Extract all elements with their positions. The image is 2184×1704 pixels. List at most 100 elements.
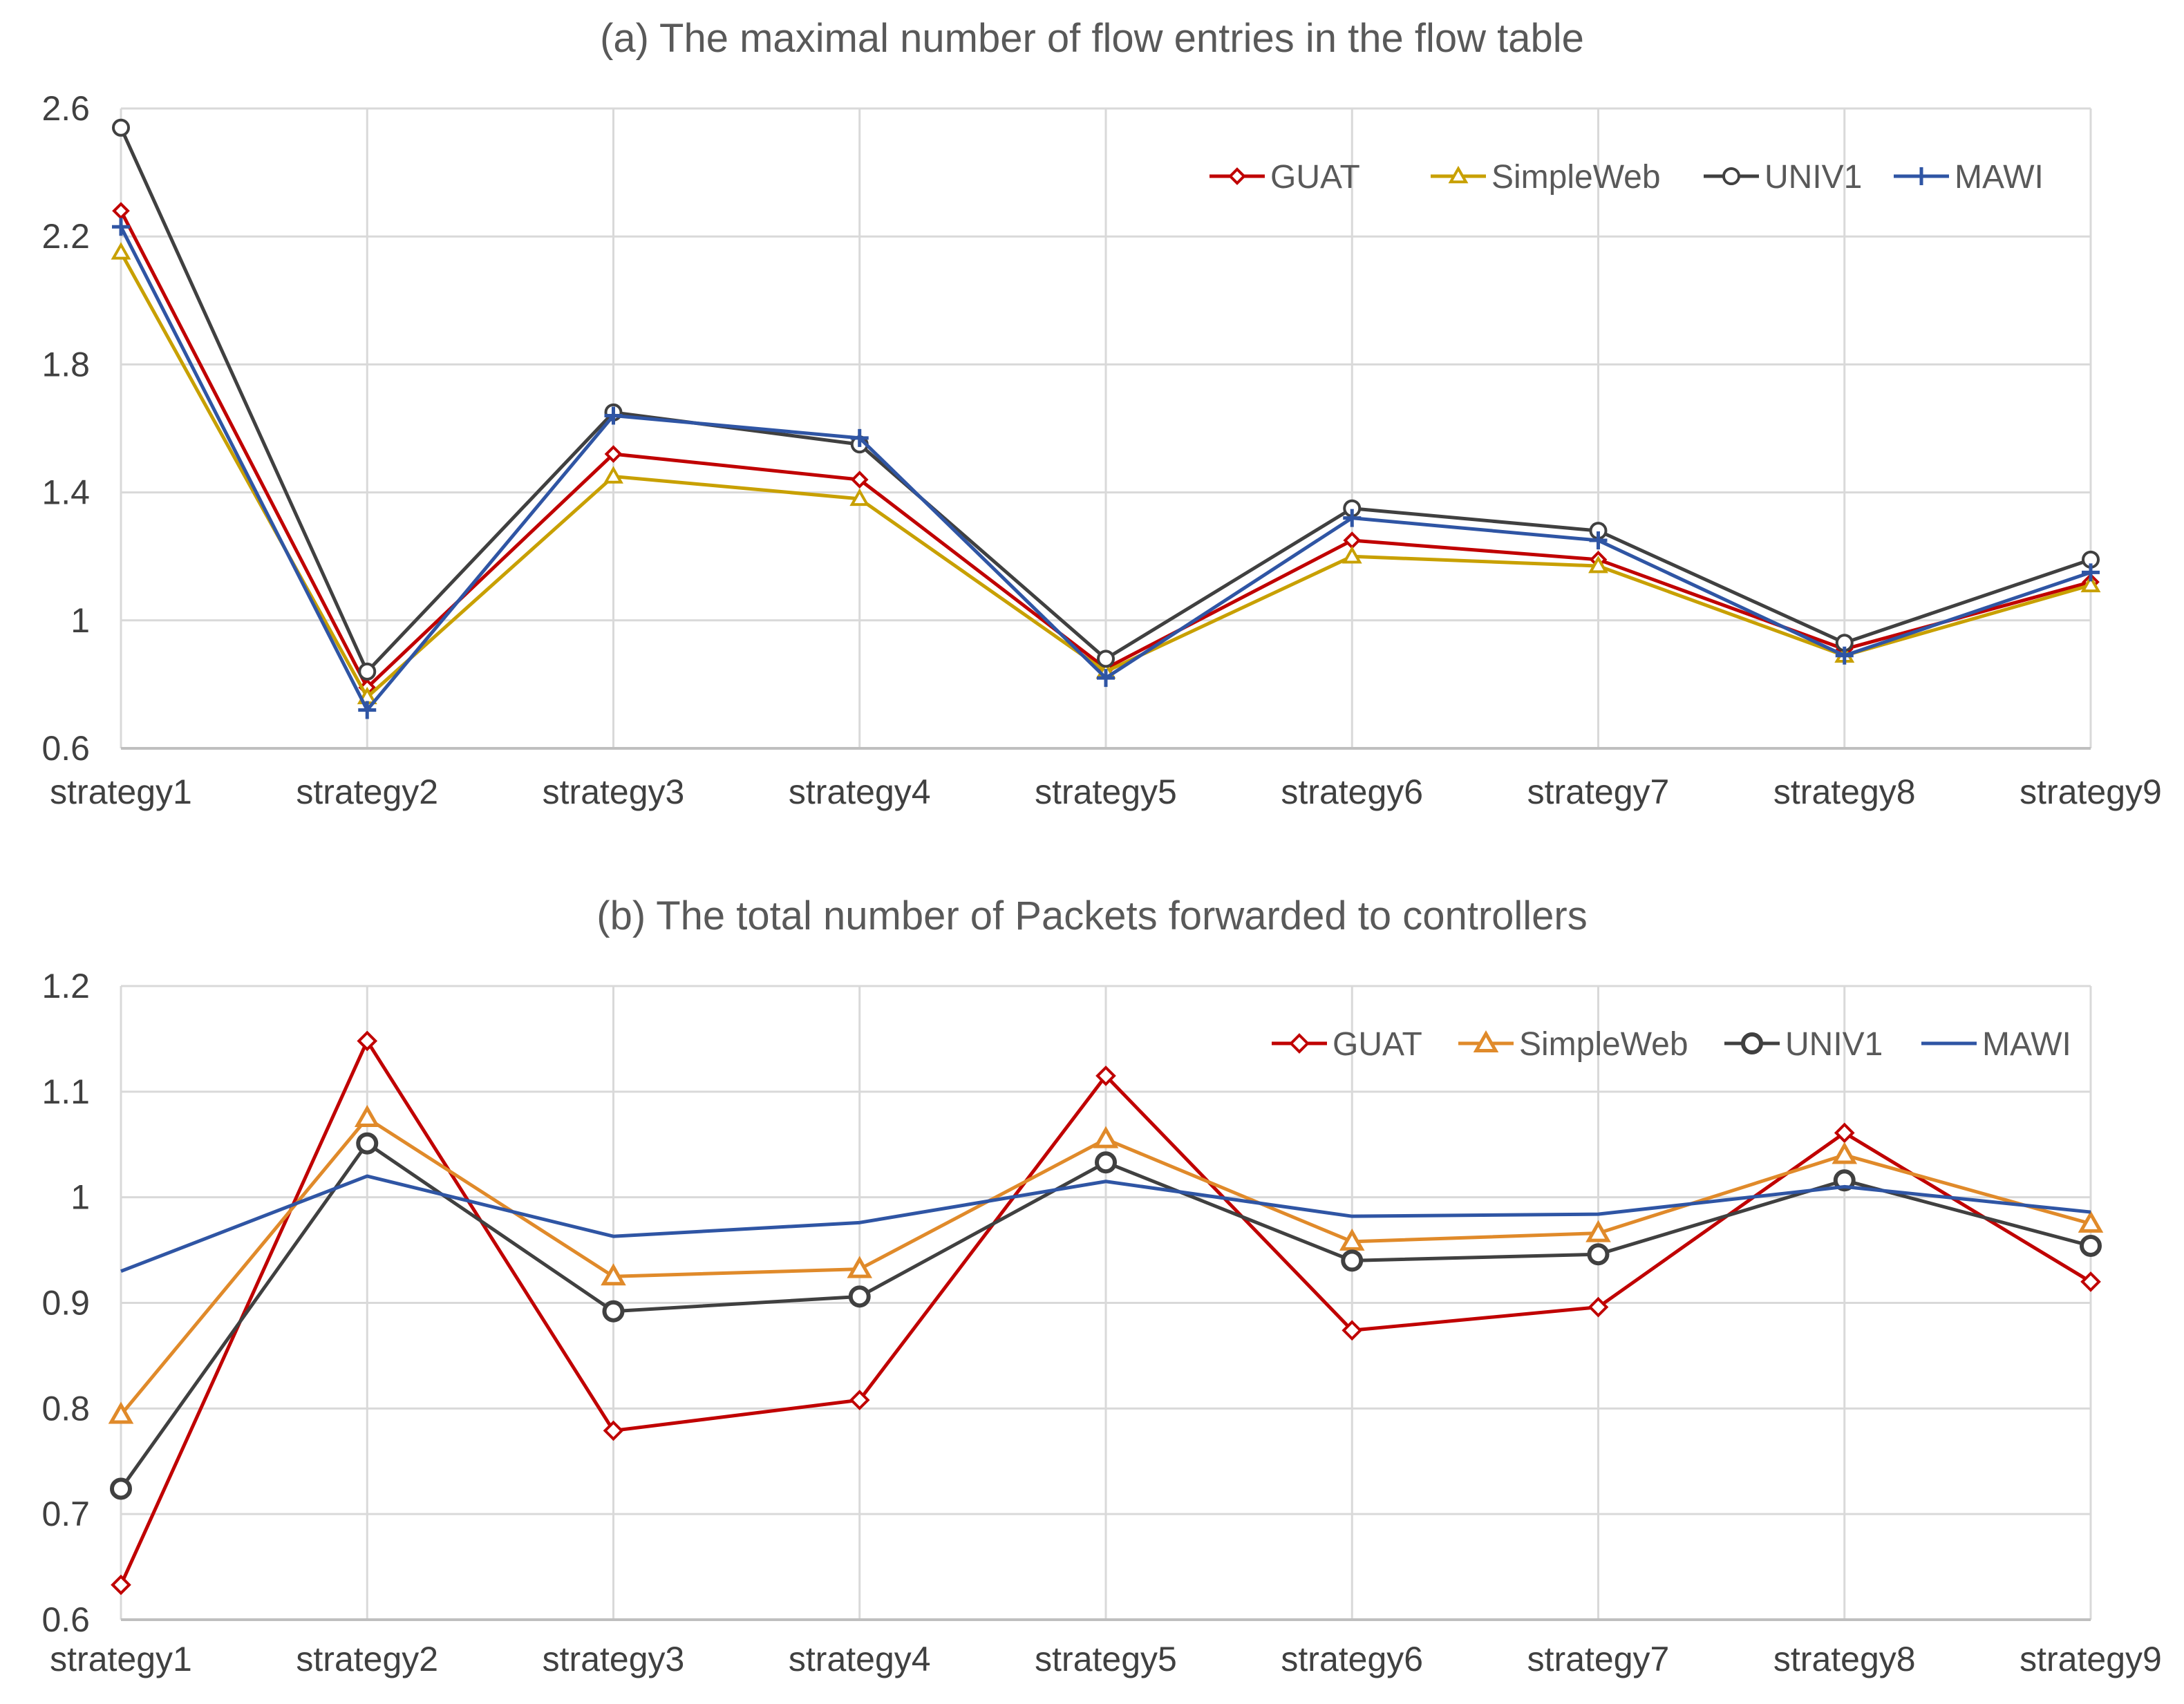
x-tick-label: strategy8: [1773, 1640, 1916, 1678]
data-point: [849, 1390, 870, 1410]
data-point: [111, 1574, 131, 1596]
data-point: [108, 1401, 134, 1424]
legend: GUAT SimpleWeb UNIV1 MAWI: [1272, 1026, 2071, 1063]
data-point: [1095, 1151, 1117, 1174]
x-tick-label: strategy9: [2020, 1640, 2162, 1678]
legend: GUAT SimpleWeb UNIV1 MAWI: [1209, 159, 2044, 196]
data-point: [604, 406, 623, 425]
x-tick-label: strategy2: [296, 1640, 438, 1678]
data-point: [112, 218, 130, 236]
data-point: [1097, 650, 1115, 668]
data-point: [356, 1132, 379, 1155]
data-point: [1832, 1142, 1858, 1164]
x-tick-label: strategy4: [789, 773, 931, 811]
y-tick-label: 0.9: [41, 1284, 90, 1323]
legend-item: GUAT: [1272, 1026, 1422, 1063]
data-point: [110, 1477, 132, 1500]
series-line: [120, 1174, 2091, 1273]
legend-label: UNIV1: [1785, 1026, 1883, 1063]
data-point: [847, 1256, 873, 1278]
data-point: [1834, 1122, 1855, 1144]
legend-marker: [1289, 1033, 1310, 1054]
legend-item: UNIV1: [1724, 1026, 1883, 1063]
x-tick-label: strategy1: [50, 1640, 192, 1678]
legend-marker: [1228, 167, 1246, 185]
data-point: [357, 1030, 378, 1052]
data-point: [603, 466, 623, 484]
legend-item: SimpleWeb: [1431, 159, 1661, 196]
data-point: [1585, 1220, 1611, 1242]
data-point: [1589, 531, 1608, 550]
series-mawi: [112, 218, 2100, 719]
data-point: [849, 488, 870, 507]
data-point: [1093, 1126, 1119, 1148]
data-point: [358, 662, 377, 681]
data-point: [1588, 556, 1608, 574]
data-point: [2080, 1234, 2102, 1257]
data-point: [1339, 1228, 1365, 1251]
series-mawi: [120, 1174, 2091, 1273]
data-point: [1587, 1243, 1610, 1266]
x-tick-label: strategy2: [296, 773, 438, 811]
data-point: [112, 202, 130, 220]
legend-item: UNIV1: [1704, 159, 1862, 196]
legend-item: MAWI: [1894, 159, 2044, 196]
x-tick-label: strategy3: [543, 773, 685, 811]
y-tick-label: 1.8: [41, 345, 90, 384]
y-tick-label: 1.4: [41, 473, 90, 512]
x-tick-label: strategy1: [50, 773, 192, 811]
legend-item: GUAT: [1209, 159, 1360, 196]
y-tick-label: 1.1: [41, 1072, 90, 1111]
data-point: [848, 1285, 871, 1308]
data-point: [1097, 669, 1115, 688]
data-point: [602, 1300, 625, 1323]
legend-label: SimpleWeb: [1519, 1026, 1688, 1063]
data-point: [603, 1420, 624, 1441]
data-point: [1588, 1296, 1609, 1318]
legend-label: SimpleWeb: [1491, 159, 1661, 196]
chart-title: (b) The total number of Packets forwarde…: [596, 893, 1588, 938]
legend-marker: [1473, 1030, 1499, 1052]
legend-label: MAWI: [1982, 1026, 2071, 1063]
legend-label: MAWI: [1955, 159, 2044, 196]
y-tick-label: 0.8: [41, 1389, 90, 1428]
legend-label: GUAT: [1270, 159, 1360, 196]
legend-marker: [1741, 1032, 1763, 1054]
legend-marker: [1448, 165, 1469, 184]
data-point: [850, 471, 869, 489]
data-point: [1095, 1066, 1116, 1086]
y-tick-label: 0.6: [41, 729, 90, 768]
x-tick-label: strategy5: [1035, 1640, 1177, 1678]
data-point: [2080, 1271, 2101, 1292]
data-point: [1343, 509, 1362, 527]
data-point: [112, 118, 130, 137]
data-point: [1835, 646, 1854, 665]
x-tick-label: strategy6: [1281, 1640, 1423, 1678]
x-tick-label: strategy8: [1773, 773, 1916, 811]
data-point: [1833, 1169, 1856, 1192]
data-point: [111, 242, 131, 260]
legend-label: UNIV1: [1764, 159, 1862, 196]
chart-a: (a) The maximal number of flow entries i…: [41, 16, 2161, 811]
y-tick-label: 0.6: [41, 1600, 90, 1639]
x-tick-label: strategy6: [1281, 773, 1423, 811]
legend-marker: [1912, 167, 1930, 185]
data-point: [2080, 574, 2101, 593]
data-point: [354, 1105, 380, 1128]
data-point: [2078, 1210, 2104, 1233]
x-tick-label: strategy4: [789, 1640, 931, 1678]
legend-label: GUAT: [1333, 1026, 1422, 1063]
data-point: [358, 701, 377, 719]
chart-b: (b) The total number of Packets forwarde…: [41, 893, 2161, 1678]
series-univ1: [110, 1132, 2102, 1500]
y-tick-label: 0.7: [41, 1495, 90, 1533]
data-point: [601, 1263, 626, 1286]
y-tick-label: 1: [70, 1178, 90, 1217]
data-point: [2082, 563, 2100, 582]
y-tick-label: 1: [70, 601, 90, 640]
x-tick-label: strategy7: [1527, 1640, 1670, 1678]
data-point: [1342, 546, 1362, 564]
x-tick-label: strategy7: [1527, 773, 1670, 811]
legend-item: SimpleWeb: [1458, 1026, 1688, 1063]
